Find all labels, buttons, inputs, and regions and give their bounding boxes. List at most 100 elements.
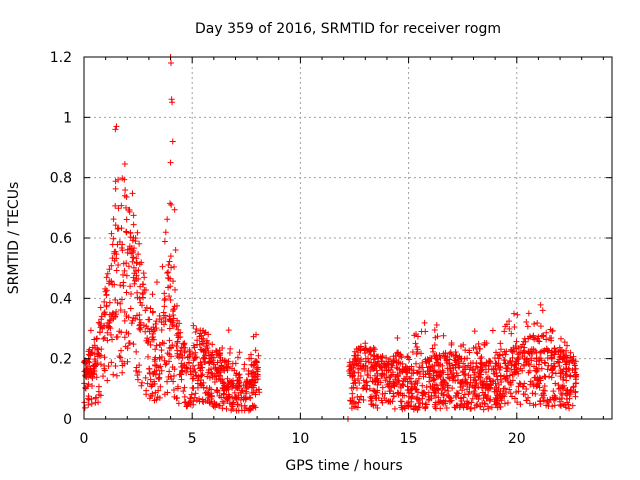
data-point — [124, 358, 131, 365]
data-point — [113, 123, 120, 130]
data-point — [538, 365, 545, 372]
data-point — [511, 310, 518, 317]
data-point — [172, 246, 179, 253]
data-point — [463, 379, 470, 386]
data-point — [540, 397, 547, 404]
data-point — [85, 381, 92, 388]
data-point — [500, 356, 507, 363]
data-point — [149, 330, 156, 337]
data-point — [146, 366, 153, 373]
data-point — [139, 281, 146, 288]
data-point — [211, 372, 218, 379]
data-point — [94, 359, 101, 366]
data-point — [106, 278, 113, 285]
data-point — [522, 338, 529, 345]
data-point — [130, 221, 137, 228]
data-point — [449, 385, 456, 392]
data-point — [96, 329, 103, 336]
data-point — [128, 320, 135, 327]
data-point — [498, 378, 505, 385]
data-point — [445, 387, 452, 394]
data-point — [566, 388, 573, 395]
data-point — [101, 334, 108, 341]
data-point — [158, 326, 165, 333]
data-point — [121, 267, 128, 274]
data-point — [149, 308, 156, 315]
data-point — [382, 361, 389, 368]
data-point — [404, 365, 411, 372]
data-point — [517, 381, 524, 388]
data-point — [95, 399, 102, 406]
data-point — [170, 387, 177, 394]
data-point — [152, 389, 159, 396]
data-point — [193, 372, 200, 379]
data-point — [164, 216, 171, 223]
axis-ticks — [83, 56, 612, 420]
data-point — [462, 347, 469, 354]
data-point — [430, 368, 437, 375]
data-point — [351, 379, 358, 386]
data-point — [566, 395, 573, 402]
data-point — [432, 353, 439, 360]
data-point — [459, 387, 466, 394]
data-point — [539, 307, 546, 314]
data-point — [178, 344, 185, 351]
data-point — [219, 398, 226, 405]
data-point — [231, 389, 238, 396]
data-point — [513, 345, 520, 352]
data-point — [363, 345, 370, 352]
data-point — [475, 340, 482, 347]
data-point — [412, 340, 419, 347]
data-point — [438, 371, 445, 378]
data-point — [519, 341, 526, 348]
data-point — [97, 324, 104, 331]
data-point — [236, 378, 243, 385]
data-point — [115, 225, 122, 232]
data-point — [221, 391, 228, 398]
data-point — [539, 394, 546, 401]
data-point — [357, 362, 364, 369]
data-point — [450, 364, 457, 371]
data-point — [519, 353, 526, 360]
data-point — [566, 405, 573, 412]
data-point — [462, 370, 469, 377]
data-point — [211, 378, 218, 385]
data-point — [112, 362, 119, 369]
data-point — [112, 248, 119, 255]
data-point — [180, 341, 187, 348]
data-point — [562, 361, 569, 368]
data-point — [198, 335, 205, 342]
data-point — [533, 365, 540, 372]
data-point — [183, 403, 190, 410]
data-point — [189, 375, 196, 382]
data-point — [463, 400, 470, 407]
data-point — [434, 373, 441, 380]
data-point — [536, 374, 543, 381]
x-tick-label: 0 — [80, 431, 89, 447]
data-point — [567, 349, 574, 356]
data-point — [464, 381, 471, 388]
data-point — [167, 159, 174, 166]
data-point — [535, 361, 542, 368]
data-point — [529, 390, 536, 397]
data-point — [156, 375, 163, 382]
data-point — [511, 323, 518, 330]
data-point — [561, 339, 568, 346]
data-point — [419, 400, 426, 407]
data-point — [525, 310, 532, 317]
data-point — [447, 395, 454, 402]
data-point — [498, 397, 505, 404]
data-point — [92, 399, 99, 406]
data-point — [365, 372, 372, 379]
data-point — [171, 372, 178, 379]
data-point — [173, 343, 180, 350]
data-point — [346, 359, 353, 366]
data-point — [134, 372, 141, 379]
data-point — [175, 334, 182, 341]
data-point — [165, 275, 172, 282]
data-point — [218, 394, 225, 401]
data-point — [477, 355, 484, 362]
data-point — [566, 359, 573, 366]
data-point — [188, 391, 195, 398]
data-point — [150, 324, 157, 331]
